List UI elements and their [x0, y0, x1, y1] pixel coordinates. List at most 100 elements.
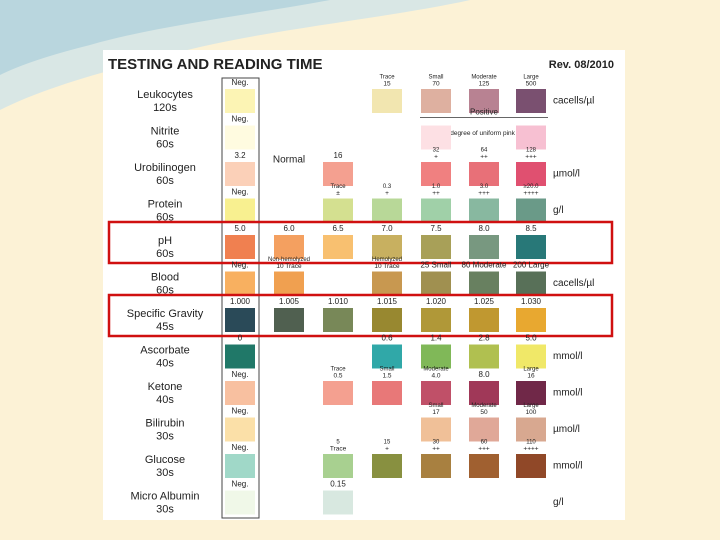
swatch-label: 7.5 [430, 224, 442, 233]
swatch-label: 1.0 [432, 184, 441, 190]
swatch-label: 5.0 [234, 224, 246, 233]
swatch-label: 8.0 [478, 224, 490, 233]
swatch [225, 381, 255, 405]
swatch [469, 417, 499, 442]
swatch-label: 128 [526, 148, 537, 154]
swatch-sublabel: 16 [527, 373, 535, 380]
swatch [225, 125, 255, 150]
swatch-label: Small [379, 367, 394, 373]
swatch-sublabel: 10 Trace [276, 263, 302, 270]
swatch [516, 308, 546, 332]
unit: µmol/l [553, 169, 580, 180]
swatch-label: 15 [384, 440, 391, 446]
swatch [421, 125, 451, 150]
swatch-label: Moderate [423, 367, 449, 373]
swatch [323, 381, 353, 405]
swatch-label: Large [523, 75, 539, 81]
row-name: Glucose [145, 454, 185, 466]
row-name: Blood [151, 271, 179, 283]
swatch [469, 454, 499, 478]
swatch-label: 0.15 [330, 480, 346, 489]
row-time: 60s [156, 138, 174, 150]
swatch [421, 162, 451, 186]
swatch [372, 235, 402, 259]
swatch-label: Neg. [232, 188, 249, 197]
swatch [225, 198, 255, 223]
swatch-label: Neg. [232, 443, 249, 452]
highlight-box [107, 293, 614, 338]
swatch-label: 1.4 [430, 334, 442, 343]
neg-column [221, 77, 260, 519]
swatch [274, 308, 304, 332]
swatch-label: Neg. [232, 480, 249, 489]
swatch [225, 344, 255, 369]
row-name: Urobilinogen [134, 162, 196, 174]
swatch-label: ≥20.0 [524, 184, 540, 190]
swatch-label: Neg. [232, 261, 249, 270]
swatch [469, 198, 499, 223]
swatch-sublabel: 0.5 [333, 373, 342, 380]
swatch-label: 6.0 [283, 224, 295, 233]
swatch-sublabel: Trace [330, 446, 347, 453]
row-time: 30s [156, 430, 174, 442]
swatch-sublabel: ++++ [523, 190, 538, 197]
swatch-label: 1.025 [474, 297, 495, 306]
swatch-sublabel: 125 [479, 81, 490, 88]
swatch-sublabel: 70 [432, 81, 440, 88]
row-time: 60s [156, 284, 174, 296]
swatch-label: 1.020 [426, 297, 447, 306]
swatch [469, 235, 499, 259]
row-name: Ascorbate [140, 344, 190, 356]
swatch-label: 1.000 [230, 297, 251, 306]
unit: mmol/l [553, 351, 582, 362]
swatch [469, 308, 499, 332]
swatch-label: 7.0 [381, 224, 393, 233]
swatch-label: Large [523, 403, 539, 409]
swatch [372, 89, 402, 113]
row-time: 60s [156, 211, 174, 223]
swatch-label: 64 [481, 148, 488, 154]
swatch-label: 8.5 [525, 224, 537, 233]
unit: mmol/l [553, 388, 582, 399]
swatch-label: 1.005 [279, 297, 300, 306]
row-time: 30s [156, 503, 174, 515]
swatch [516, 125, 546, 150]
swatch [372, 308, 402, 332]
swatch-label: 3.2 [234, 151, 246, 160]
normal-label: Normal [273, 155, 305, 166]
swatch-label: Neg. [232, 407, 249, 416]
swatch-label: 5 [336, 440, 340, 446]
positive-label: Positive [470, 108, 499, 117]
swatch-sublabel: 50 [480, 409, 488, 416]
swatch-label: 1.030 [521, 297, 542, 306]
swatch [516, 454, 546, 478]
swatch-sublabel: + [434, 154, 438, 161]
swatch-sublabel: ++ [432, 190, 440, 197]
swatch-label: 8.0 [478, 370, 490, 379]
swatch-label: Small [428, 75, 443, 81]
swatch-label: Moderate [471, 75, 497, 81]
swatch [421, 235, 451, 259]
swatch-label: Small [428, 403, 443, 409]
row-time: 40s [156, 394, 174, 406]
swatch-label: Non-hemolyzed [268, 257, 310, 263]
swatch-sublabel: ++ [480, 154, 488, 161]
swatch [421, 454, 451, 478]
swatch [421, 89, 451, 113]
swatch-label: Neg. [232, 78, 249, 87]
swatch-sublabel: 10 Trace [374, 263, 400, 270]
row-name: Leukocytes [137, 89, 193, 101]
swatch-label: 25 Small [420, 261, 451, 270]
swatch [469, 271, 499, 296]
swatch-label: 30 [433, 440, 440, 446]
swatch-label: Trace [330, 184, 346, 190]
swatch-label: 80 Moderate [462, 261, 507, 270]
swatch [372, 344, 402, 369]
swatch-label: 5.0 [525, 334, 537, 343]
swatch-sublabel: 100 [526, 409, 537, 416]
unit: g/l [553, 205, 564, 216]
swatch [225, 308, 255, 332]
swatch-label: 3.0 [480, 184, 489, 190]
swatch [421, 198, 451, 223]
swatch-label: Large [523, 367, 539, 373]
